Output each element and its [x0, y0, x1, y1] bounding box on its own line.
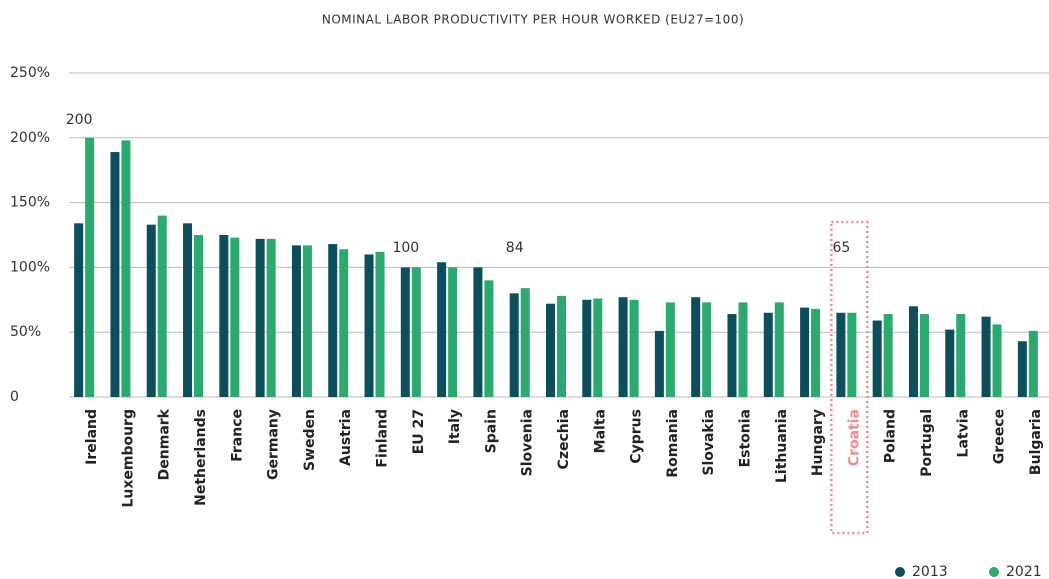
- x-tick-label: Finland: [375, 409, 391, 468]
- bar: [183, 223, 193, 397]
- legend-swatch: [895, 567, 905, 577]
- legend-swatch: [989, 567, 999, 577]
- bar: [629, 299, 639, 397]
- data-label: 84: [506, 240, 524, 256]
- x-tick-label: Ireland: [84, 409, 100, 465]
- highlight-box: [830, 220, 869, 535]
- x-tick-label: Slovakia: [701, 409, 717, 476]
- bar: [919, 314, 929, 397]
- bar: [74, 223, 84, 397]
- y-tick-label: 100%: [10, 259, 50, 275]
- bar: [121, 140, 131, 397]
- bar: [847, 312, 857, 397]
- bar: [811, 308, 821, 397]
- legend-label: 2013: [912, 564, 948, 579]
- x-tick-label: Slovenia: [520, 409, 536, 476]
- bar: [509, 293, 519, 397]
- x-tick-label: Estonia: [737, 409, 753, 467]
- bar: [448, 267, 458, 397]
- bar: [230, 237, 240, 397]
- bar: [85, 137, 95, 398]
- x-tick-label: Luxembourg: [120, 409, 136, 508]
- bar: [992, 324, 1002, 397]
- x-tick-label: Greece: [992, 409, 1008, 464]
- x-tick-label: Austria: [338, 409, 354, 466]
- bar: [375, 251, 385, 397]
- x-tick-label: Romania: [665, 409, 681, 478]
- bar: [654, 330, 664, 397]
- bar: [763, 312, 773, 397]
- x-tick-label: France: [229, 409, 245, 462]
- bar: [194, 235, 204, 397]
- bar: [411, 267, 421, 397]
- data-label: 200: [66, 112, 93, 128]
- y-tick-label: 250%: [10, 65, 50, 81]
- bar: [981, 316, 991, 397]
- bar: [302, 245, 312, 397]
- bar: [1028, 330, 1038, 397]
- legend-label: 2021: [1006, 564, 1042, 579]
- bar: [908, 306, 918, 397]
- x-tick-label: Malta: [592, 409, 608, 453]
- bar: [157, 215, 167, 397]
- bar: [266, 238, 276, 397]
- x-tick-label: Latvia: [955, 409, 971, 457]
- x-tick-label: Croatia: [846, 409, 862, 466]
- x-tick-label: Spain: [483, 409, 499, 453]
- bar: [484, 280, 494, 397]
- x-tick-label: Czechia: [556, 409, 572, 469]
- x-tick-label: Lithuania: [774, 409, 790, 483]
- bar: [557, 295, 566, 397]
- bar: [836, 312, 846, 397]
- y-tick-label: 50%: [10, 324, 41, 340]
- x-tick-label: Cyprus: [629, 409, 645, 464]
- bar: [520, 288, 530, 397]
- x-tick-label: Portugal: [919, 409, 935, 477]
- x-tick-label: Sweden: [302, 409, 318, 471]
- bar: [738, 302, 748, 397]
- y-tick-label: 150%: [10, 195, 50, 211]
- y-tick-label: 200%: [10, 130, 50, 146]
- bar: [665, 302, 675, 397]
- x-tick-label: Italy: [447, 409, 463, 444]
- bar: [291, 245, 301, 397]
- bar: [364, 254, 374, 397]
- bar: [546, 303, 555, 397]
- bar: [956, 314, 966, 397]
- data-label: 65: [832, 240, 850, 256]
- x-tick-label: Netherlands: [193, 409, 209, 506]
- x-tick-label: Bulgaria: [1028, 409, 1044, 475]
- y-tick-label: 0: [10, 389, 19, 405]
- bar: [110, 152, 120, 397]
- data-label: 100: [392, 240, 419, 256]
- bar: [727, 314, 737, 397]
- bar: [774, 302, 784, 397]
- bar: [945, 329, 955, 397]
- bar: [437, 262, 447, 397]
- bar: [219, 235, 229, 397]
- bar: [702, 302, 712, 397]
- bar: [1017, 341, 1027, 397]
- bar: [339, 249, 349, 397]
- bar: [691, 297, 701, 397]
- bar: [473, 267, 483, 397]
- bar: [872, 320, 882, 397]
- bar: [883, 314, 893, 397]
- bar: [255, 238, 265, 397]
- bar: [328, 244, 338, 397]
- x-tick-label: Denmark: [157, 408, 173, 480]
- bar: [582, 299, 592, 397]
- bar: [593, 298, 603, 397]
- bar: [618, 297, 628, 397]
- chart-title: NOMINAL LABOR PRODUCTIVITY PER HOUR WORK…: [322, 13, 744, 27]
- x-tick-label: EU 27: [411, 409, 427, 454]
- bar: [800, 307, 810, 397]
- x-tick-label: Poland: [883, 409, 899, 463]
- x-tick-label: Hungary: [810, 409, 826, 476]
- bar: [146, 224, 156, 397]
- x-tick-label: Germany: [266, 409, 282, 480]
- bar: [400, 267, 410, 397]
